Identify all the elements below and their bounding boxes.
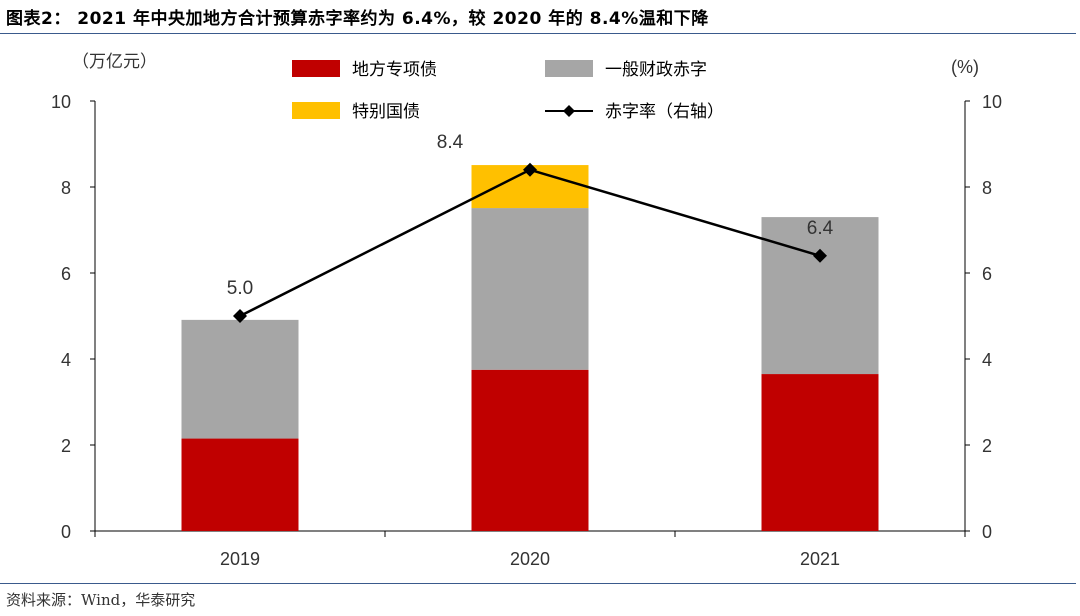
y-right-axis-label: (%) [951,57,979,77]
source-note: 资料来源：Wind，华泰研究 [6,591,196,609]
deficit-rate-data-label: 5.0 [227,278,253,299]
bars [181,165,879,531]
legend-label-general-deficit: 一般财政赤字 [605,60,707,79]
y-left-tick-label: 0 [61,522,71,542]
x-tick-label: 2021 [800,549,840,569]
bar-2019-series-1 [181,319,299,439]
x-tick-label: 2019 [220,549,260,569]
legend-label-local-special-bond: 地方专项债 [352,60,437,79]
legend-marker-deficit-rate [563,105,575,117]
y-left-axis-label: （万亿元） [72,52,157,71]
y-right-tick-label: 4 [982,350,992,370]
y-left-tick-label: 10 [51,92,71,112]
y-left-tick-label: 6 [61,264,71,284]
bar-2020-series-1 [471,208,589,370]
legend: 地方专项债 一般财政赤字 特别国债 赤字率（右轴） [292,60,724,121]
bar-2020-series-0 [471,369,589,531]
deficit-rate-marker [523,162,537,177]
legend-label-deficit-rate: 赤字率（右轴） [605,102,724,121]
top-divider [0,33,1076,34]
deficit-rate-data-label: 8.4 [437,132,464,153]
bar-2019-series-0 [181,438,299,531]
bar-2021-series-0 [761,374,879,531]
y-right-tick-label: 10 [982,92,1002,112]
legend-swatch-special-treasury [292,102,340,119]
bar-2021-series-1 [761,217,879,375]
legend-swatch-local-special-bond [292,60,340,77]
bottom-divider [0,583,1076,584]
y-left-tick-label: 2 [61,436,71,456]
y-left-tick-label: 8 [61,178,71,198]
deficit-rate-line: 5.0 8.4 6.4 [227,132,834,323]
y-right-tick-label: 0 [982,522,992,542]
deficit-rate-data-label: 6.4 [807,218,834,239]
y-right-tick-label: 6 [982,264,992,284]
x-tick-label: 2020 [510,549,550,569]
chart-title: 图表2： 2021 年中央加地方合计预算赤字率约为 6.4%，较 2020 年的… [6,9,709,29]
legend-label-special-treasury: 特别国债 [352,102,420,121]
deficit-rate-marker [233,309,247,323]
y-left-tick-label: 4 [61,350,71,370]
legend-swatch-general-deficit [545,60,593,77]
deficit-rate-marker [813,248,827,263]
y-right-tick-label: 8 [982,178,992,198]
y-right-tick-label: 2 [982,436,992,456]
